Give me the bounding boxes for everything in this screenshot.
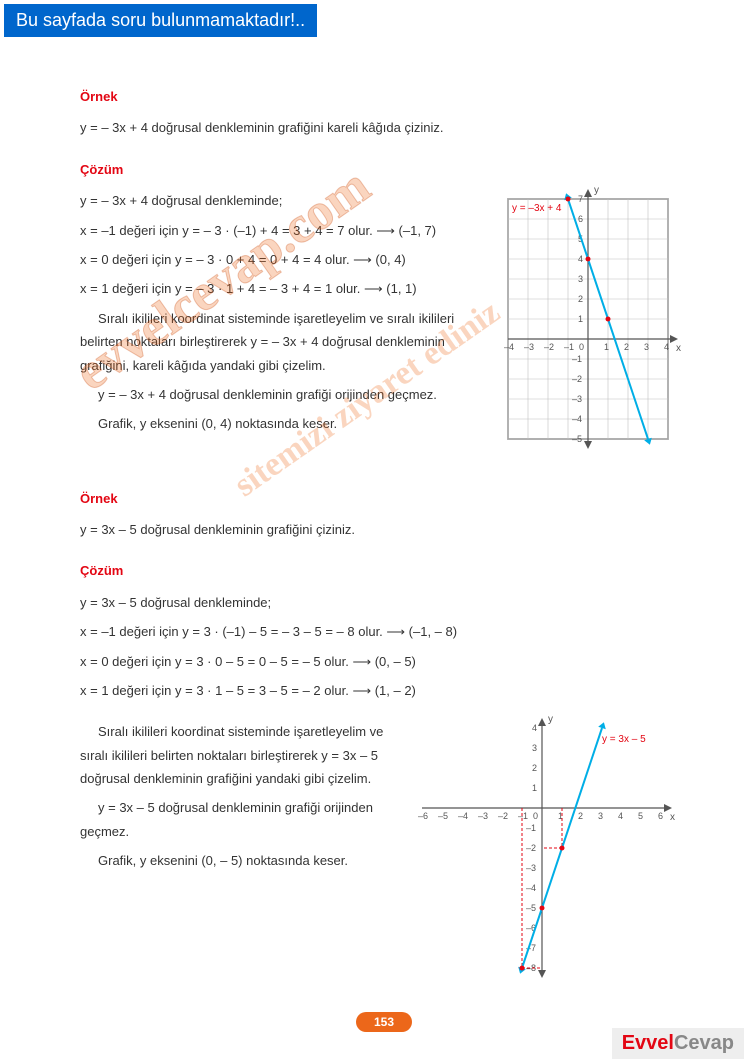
svg-text:7: 7: [578, 194, 583, 204]
svg-text:2: 2: [624, 342, 629, 352]
example1-problem: y = – 3x + 4 doğrusal denkleminin grafiğ…: [80, 116, 688, 139]
svg-text:5: 5: [638, 811, 643, 821]
svg-text:–3: –3: [524, 342, 534, 352]
example2-note2: Grafik, y eksenini (0, – 5) noktasında k…: [80, 849, 398, 872]
svg-text:3: 3: [644, 342, 649, 352]
svg-text:–2: –2: [572, 374, 582, 384]
svg-text:–5: –5: [438, 811, 448, 821]
svg-text:y = –3x + 4: y = –3x + 4: [512, 203, 562, 214]
svg-text:–4: –4: [458, 811, 468, 821]
svg-text:1: 1: [604, 342, 609, 352]
svg-text:–2: –2: [544, 342, 554, 352]
svg-text:–5: –5: [526, 903, 536, 913]
example2-heading: Örnek: [80, 487, 688, 510]
svg-text:0: 0: [533, 811, 538, 821]
svg-text:4: 4: [578, 254, 583, 264]
svg-text:0: 0: [579, 342, 584, 352]
svg-text:y = 3x – 5: y = 3x – 5: [602, 734, 646, 745]
svg-text:–4: –4: [504, 342, 514, 352]
svg-text:3: 3: [532, 743, 537, 753]
svg-text:2: 2: [578, 811, 583, 821]
svg-text:–6: –6: [418, 811, 428, 821]
example2-explain: Sıralı ikilileri koordinat sisteminde iş…: [80, 720, 398, 790]
svg-text:x: x: [676, 343, 681, 354]
svg-text:–1: –1: [572, 354, 582, 364]
example1-solution-heading: Çözüm: [80, 158, 688, 181]
svg-text:–1: –1: [564, 342, 574, 352]
example2-solution-heading: Çözüm: [80, 559, 688, 582]
svg-text:–1: –1: [526, 823, 536, 833]
svg-text:–2: –2: [526, 843, 536, 853]
svg-text:–5: –5: [572, 434, 582, 444]
svg-text:–3: –3: [478, 811, 488, 821]
svg-text:2: 2: [578, 294, 583, 304]
svg-text:y: y: [594, 185, 599, 196]
example2-line0: y = 3x – 5 doğrusal denkleminde;: [80, 591, 688, 614]
example1-heading: Örnek: [80, 85, 688, 108]
svg-text:6: 6: [658, 811, 663, 821]
svg-text:4: 4: [618, 811, 623, 821]
example2-line2: x = 0 değeri için y = 3 · 0 – 5 = 0 – 5 …: [80, 650, 688, 673]
page-number: 153: [80, 1010, 688, 1034]
example2-problem: y = 3x – 5 doğrusal denkleminin grafiğin…: [80, 518, 688, 541]
svg-text:3: 3: [578, 274, 583, 284]
svg-text:6: 6: [578, 214, 583, 224]
chart1: xy–4–3–2–11234–5–4–3–2–112345670y = –3x …: [494, 185, 694, 460]
svg-text:–4: –4: [572, 414, 582, 424]
svg-text:1: 1: [532, 783, 537, 793]
svg-text:2: 2: [532, 763, 537, 773]
example2-line3: x = 1 değeri için y = 3 · 1 – 5 = 3 – 5 …: [80, 679, 688, 702]
svg-text:–3: –3: [526, 863, 536, 873]
svg-text:4: 4: [664, 342, 669, 352]
chart2: xy–6–5–4–3–2–1123456–8–7–6–5–4–3–2–11234…: [408, 714, 688, 989]
svg-text:3: 3: [598, 811, 603, 821]
svg-text:1: 1: [578, 314, 583, 324]
svg-text:–3: –3: [572, 394, 582, 404]
svg-text:–4: –4: [526, 883, 536, 893]
svg-text:–1: –1: [518, 811, 528, 821]
svg-text:y: y: [548, 714, 553, 725]
svg-text:–2: –2: [498, 811, 508, 821]
svg-text:4: 4: [532, 723, 537, 733]
svg-text:x: x: [670, 812, 675, 823]
example2-line1: x = –1 değeri için y = 3 · (–1) – 5 = – …: [80, 620, 688, 643]
brand-badge: EvvelCevap: [612, 1028, 744, 1059]
page-banner: Bu sayfada soru bulunmamaktadır!..: [4, 4, 317, 37]
example2-note1: y = 3x – 5 doğrusal denkleminin grafiği …: [80, 796, 398, 843]
page-content: Örnek y = – 3x + 4 doğrusal denkleminin …: [0, 37, 748, 1063]
